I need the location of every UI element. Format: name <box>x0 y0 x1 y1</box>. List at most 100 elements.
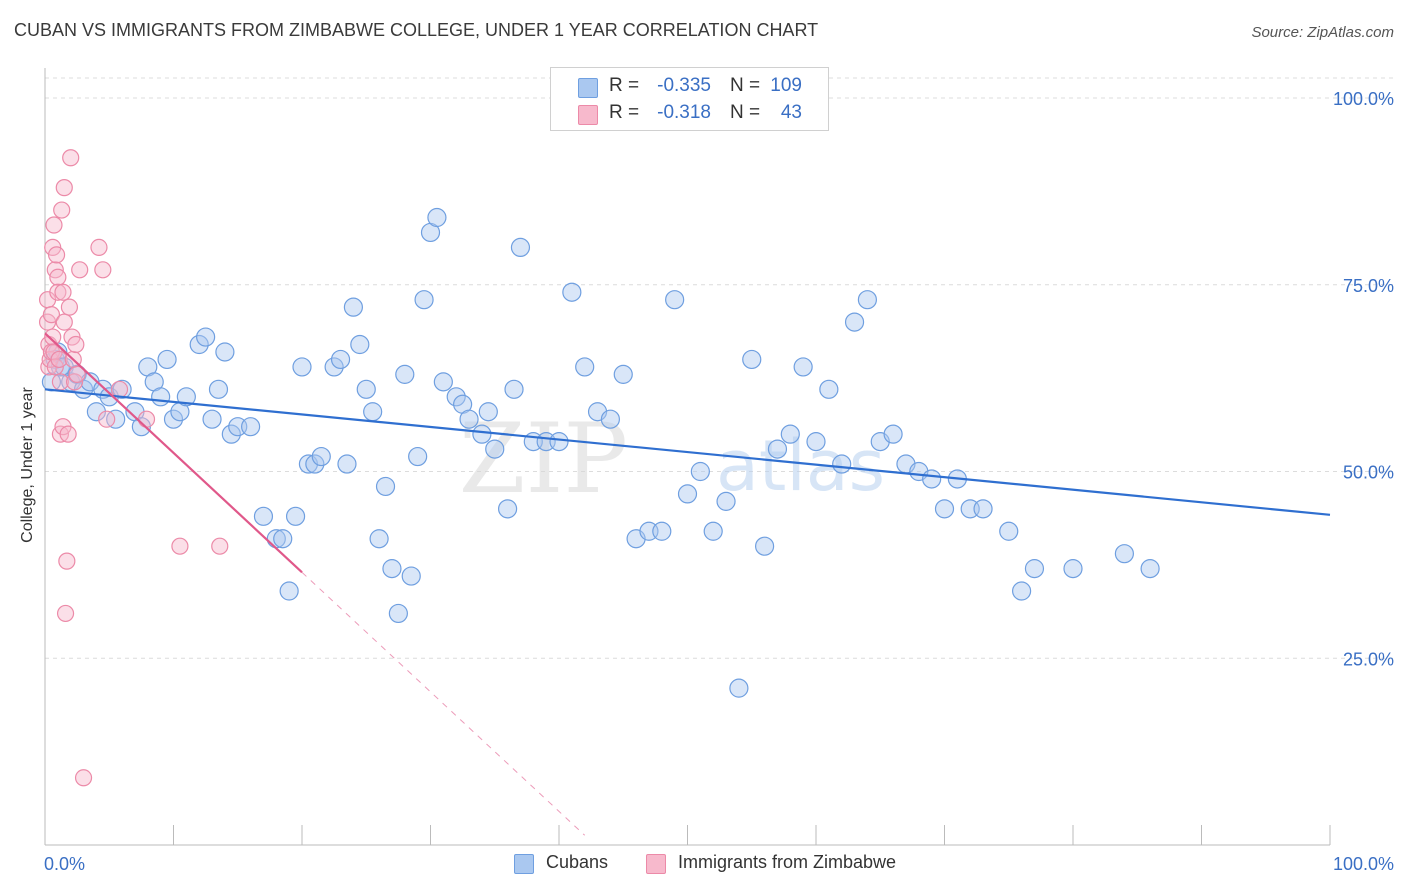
data-point-zimbabwe <box>58 552 76 570</box>
data-point-cubans <box>549 432 569 452</box>
data-point-cubans <box>806 432 826 452</box>
data-point-cubans <box>189 334 209 355</box>
data-point-cubans <box>388 603 408 624</box>
legend-r-value: -0.318 <box>657 102 711 123</box>
y-tick-label: 100.0% <box>1333 89 1394 109</box>
data-point-cubans <box>857 290 878 310</box>
data-point-cubans <box>504 379 524 399</box>
data-point-cubans <box>1024 559 1045 579</box>
legend-n-value: 109 <box>770 75 802 96</box>
data-point-cubans <box>973 499 993 519</box>
data-point-cubans <box>999 521 1019 541</box>
watermark-atlas: atlas <box>716 425 885 507</box>
data-point-cubans <box>665 290 685 310</box>
data-point-zimbabwe <box>50 350 68 369</box>
data-point-cubans <box>408 446 428 467</box>
data-point-zimbabwe <box>56 604 75 623</box>
data-point-cubans <box>163 409 184 429</box>
legend-row-zimbabwe: R = -0.318 N = 43 <box>551 101 828 127</box>
data-point-zimbabwe <box>44 328 62 346</box>
data-point-cubans <box>1063 559 1083 579</box>
data-point-cubans <box>613 364 633 384</box>
legend-row-cubans: R = -0.335 N = 109 <box>551 74 828 100</box>
axes-layer <box>44 68 1331 846</box>
data-point-cubans <box>716 491 736 511</box>
data-point-cubans <box>472 424 492 444</box>
data-point-zimbabwe <box>74 769 93 787</box>
data-point-zimbabwe <box>171 537 189 555</box>
data-point-cubans <box>1140 559 1160 579</box>
data-point-cubans <box>1114 544 1135 564</box>
data-point-cubans <box>844 312 865 332</box>
data-point-zimbabwe <box>68 365 86 383</box>
data-point-cubans <box>414 290 434 310</box>
data-point-zimbabwe <box>53 201 71 219</box>
data-point-cubans <box>401 566 421 586</box>
trend-layer <box>44 332 1331 836</box>
data-point-cubans <box>253 506 274 526</box>
data-point-zimbabwe <box>59 425 77 443</box>
data-point-zimbabwe <box>45 216 63 234</box>
legend-swatch-zimbabwe <box>646 854 666 874</box>
data-point-zimbabwe <box>49 283 67 301</box>
data-point-cubans <box>324 357 344 377</box>
legend-r-value: -0.335 <box>657 75 711 96</box>
data-point-cubans <box>350 334 370 355</box>
legend-label-cubans: Cubans <box>546 852 609 872</box>
correlation-legend: R = -0.335 N = 109 R = -0.318 N = 43 <box>550 67 829 131</box>
data-point-cubans <box>652 521 672 541</box>
x-tick-label: 0.0% <box>44 854 85 874</box>
points-layer <box>38 149 1160 787</box>
data-point-cubans <box>285 506 306 526</box>
data-point-cubans <box>311 446 331 467</box>
data-point-cubans <box>273 529 293 549</box>
data-point-cubans <box>369 529 389 549</box>
data-point-cubans <box>151 387 171 407</box>
legend-n-value: 43 <box>780 102 802 123</box>
data-point-cubans <box>305 454 325 474</box>
watermark-zip: ZIP <box>459 403 628 515</box>
data-point-cubans <box>279 581 299 601</box>
data-point-cubans <box>395 364 415 384</box>
data-point-cubans <box>330 349 351 370</box>
data-point-cubans <box>575 357 595 377</box>
data-point-cubans <box>934 499 955 519</box>
data-point-cubans <box>780 424 800 444</box>
data-point-cubans <box>767 439 788 459</box>
data-point-cubans <box>459 409 479 429</box>
data-point-zimbabwe <box>60 298 79 316</box>
data-point-cubans <box>343 297 363 317</box>
data-point-cubans <box>446 387 466 407</box>
data-point-cubans <box>157 349 177 370</box>
data-point-cubans <box>196 327 216 347</box>
data-point-cubans <box>221 424 241 444</box>
data-point-cubans <box>337 454 357 474</box>
grid-layer <box>45 77 1395 659</box>
data-point-cubans <box>241 417 261 437</box>
data-point-cubans <box>754 536 775 556</box>
data-point-cubans <box>202 409 222 429</box>
data-point-cubans <box>427 207 447 228</box>
y-tick-label: 25.0% <box>1343 649 1394 669</box>
data-point-cubans <box>356 379 376 399</box>
data-point-cubans <box>208 379 229 399</box>
data-point-zimbabwe <box>67 335 85 354</box>
data-point-cubans <box>176 387 196 407</box>
trend-line-cubans <box>44 388 1331 516</box>
data-point-cubans <box>703 521 723 541</box>
data-point-cubans <box>485 439 505 459</box>
trend-line-zimbabwe-extension <box>301 571 586 836</box>
data-point-cubans <box>215 342 235 362</box>
data-point-cubans <box>600 409 621 429</box>
legend-label-zimbabwe: Immigrants from Zimbabwe <box>678 852 897 872</box>
data-point-zimbabwe <box>211 537 229 555</box>
data-point-cubans <box>433 372 453 392</box>
legend-r-label: R = <box>609 102 640 123</box>
data-point-zimbabwe <box>71 261 89 279</box>
data-point-cubans <box>363 402 383 422</box>
legend-swatch-zimbabwe <box>578 105 598 125</box>
data-point-zimbabwe <box>62 149 80 167</box>
data-point-zimbabwe <box>55 313 73 331</box>
data-point-cubans <box>106 409 126 429</box>
data-point-cubans <box>819 379 839 399</box>
